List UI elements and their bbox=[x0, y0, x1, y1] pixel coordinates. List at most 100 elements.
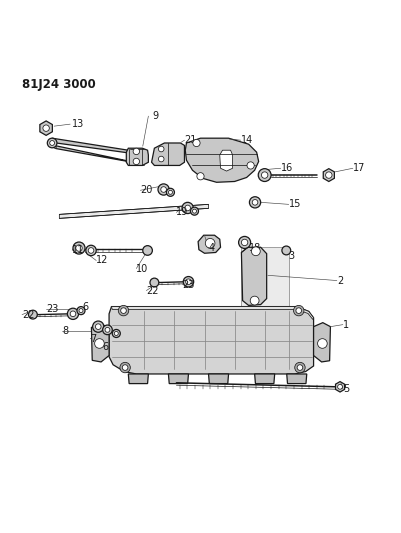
Polygon shape bbox=[59, 204, 209, 219]
Circle shape bbox=[193, 140, 200, 147]
Circle shape bbox=[294, 305, 304, 316]
Polygon shape bbox=[241, 247, 267, 305]
Circle shape bbox=[183, 277, 194, 287]
Polygon shape bbox=[168, 374, 188, 384]
Text: 23: 23 bbox=[182, 279, 195, 289]
Polygon shape bbox=[51, 141, 56, 149]
Polygon shape bbox=[314, 322, 330, 362]
Text: 81J24 3000: 81J24 3000 bbox=[22, 77, 96, 91]
Circle shape bbox=[261, 172, 268, 178]
Circle shape bbox=[326, 172, 332, 178]
Circle shape bbox=[258, 168, 271, 182]
Circle shape bbox=[297, 365, 303, 370]
Circle shape bbox=[338, 384, 342, 389]
Polygon shape bbox=[336, 382, 344, 392]
Circle shape bbox=[150, 278, 159, 287]
Text: 6: 6 bbox=[82, 302, 88, 312]
Circle shape bbox=[251, 247, 260, 256]
Circle shape bbox=[93, 321, 104, 332]
Circle shape bbox=[249, 197, 261, 208]
Circle shape bbox=[114, 332, 118, 335]
Circle shape bbox=[158, 184, 169, 195]
Circle shape bbox=[88, 248, 94, 253]
Polygon shape bbox=[51, 138, 132, 154]
Circle shape bbox=[158, 146, 164, 152]
Text: 10: 10 bbox=[136, 263, 149, 273]
Text: 8: 8 bbox=[62, 326, 68, 336]
Text: 23: 23 bbox=[46, 304, 59, 313]
Polygon shape bbox=[91, 324, 109, 362]
Circle shape bbox=[118, 305, 129, 316]
Circle shape bbox=[86, 245, 96, 256]
Text: 15: 15 bbox=[289, 199, 301, 209]
Text: 21: 21 bbox=[184, 135, 197, 145]
Circle shape bbox=[121, 308, 126, 313]
Text: 13: 13 bbox=[72, 119, 85, 129]
Circle shape bbox=[73, 242, 85, 254]
Circle shape bbox=[143, 246, 152, 255]
Text: 22: 22 bbox=[146, 286, 159, 296]
Circle shape bbox=[190, 207, 198, 215]
Text: 22: 22 bbox=[22, 310, 34, 320]
Circle shape bbox=[95, 338, 104, 348]
Circle shape bbox=[247, 162, 254, 169]
Text: 12: 12 bbox=[96, 255, 109, 265]
Polygon shape bbox=[152, 143, 184, 165]
Polygon shape bbox=[40, 121, 53, 135]
Polygon shape bbox=[220, 150, 233, 171]
Circle shape bbox=[95, 324, 101, 329]
Circle shape bbox=[112, 329, 120, 337]
Circle shape bbox=[133, 148, 140, 155]
Text: 18: 18 bbox=[249, 244, 261, 254]
Text: 5: 5 bbox=[343, 384, 349, 394]
Circle shape bbox=[296, 308, 302, 313]
Circle shape bbox=[205, 238, 215, 248]
Circle shape bbox=[79, 309, 83, 313]
Circle shape bbox=[120, 362, 130, 373]
Text: 4: 4 bbox=[209, 244, 215, 254]
Circle shape bbox=[192, 209, 196, 213]
Circle shape bbox=[282, 246, 291, 255]
Circle shape bbox=[182, 203, 193, 214]
Polygon shape bbox=[126, 148, 148, 165]
Circle shape bbox=[43, 125, 49, 131]
Circle shape bbox=[185, 205, 190, 211]
Circle shape bbox=[67, 308, 79, 319]
Polygon shape bbox=[323, 168, 334, 182]
Text: 2: 2 bbox=[337, 276, 343, 286]
Polygon shape bbox=[241, 247, 289, 309]
Circle shape bbox=[133, 158, 140, 165]
Text: 19: 19 bbox=[176, 207, 189, 217]
Circle shape bbox=[70, 311, 76, 317]
Circle shape bbox=[122, 365, 128, 370]
Circle shape bbox=[166, 188, 174, 196]
Text: 16: 16 bbox=[281, 163, 293, 173]
Polygon shape bbox=[198, 235, 221, 253]
Circle shape bbox=[241, 239, 248, 246]
Polygon shape bbox=[287, 374, 307, 384]
Text: 11: 11 bbox=[72, 246, 85, 255]
Circle shape bbox=[239, 237, 251, 248]
Polygon shape bbox=[209, 374, 229, 384]
Text: 20: 20 bbox=[140, 185, 153, 195]
Circle shape bbox=[105, 327, 110, 332]
Circle shape bbox=[76, 245, 82, 251]
Text: 7: 7 bbox=[90, 334, 97, 344]
Circle shape bbox=[168, 190, 172, 195]
Text: 17: 17 bbox=[353, 163, 365, 173]
Circle shape bbox=[186, 279, 191, 285]
Circle shape bbox=[161, 187, 166, 192]
Circle shape bbox=[250, 296, 259, 305]
Polygon shape bbox=[109, 306, 314, 374]
Text: 6: 6 bbox=[102, 342, 108, 352]
Polygon shape bbox=[185, 138, 259, 182]
Text: 9: 9 bbox=[152, 111, 158, 121]
Circle shape bbox=[318, 338, 327, 348]
Circle shape bbox=[47, 138, 57, 148]
Polygon shape bbox=[255, 374, 275, 384]
Circle shape bbox=[103, 325, 112, 335]
Circle shape bbox=[252, 199, 258, 205]
Circle shape bbox=[158, 156, 164, 162]
Polygon shape bbox=[128, 374, 148, 384]
Circle shape bbox=[295, 362, 305, 373]
